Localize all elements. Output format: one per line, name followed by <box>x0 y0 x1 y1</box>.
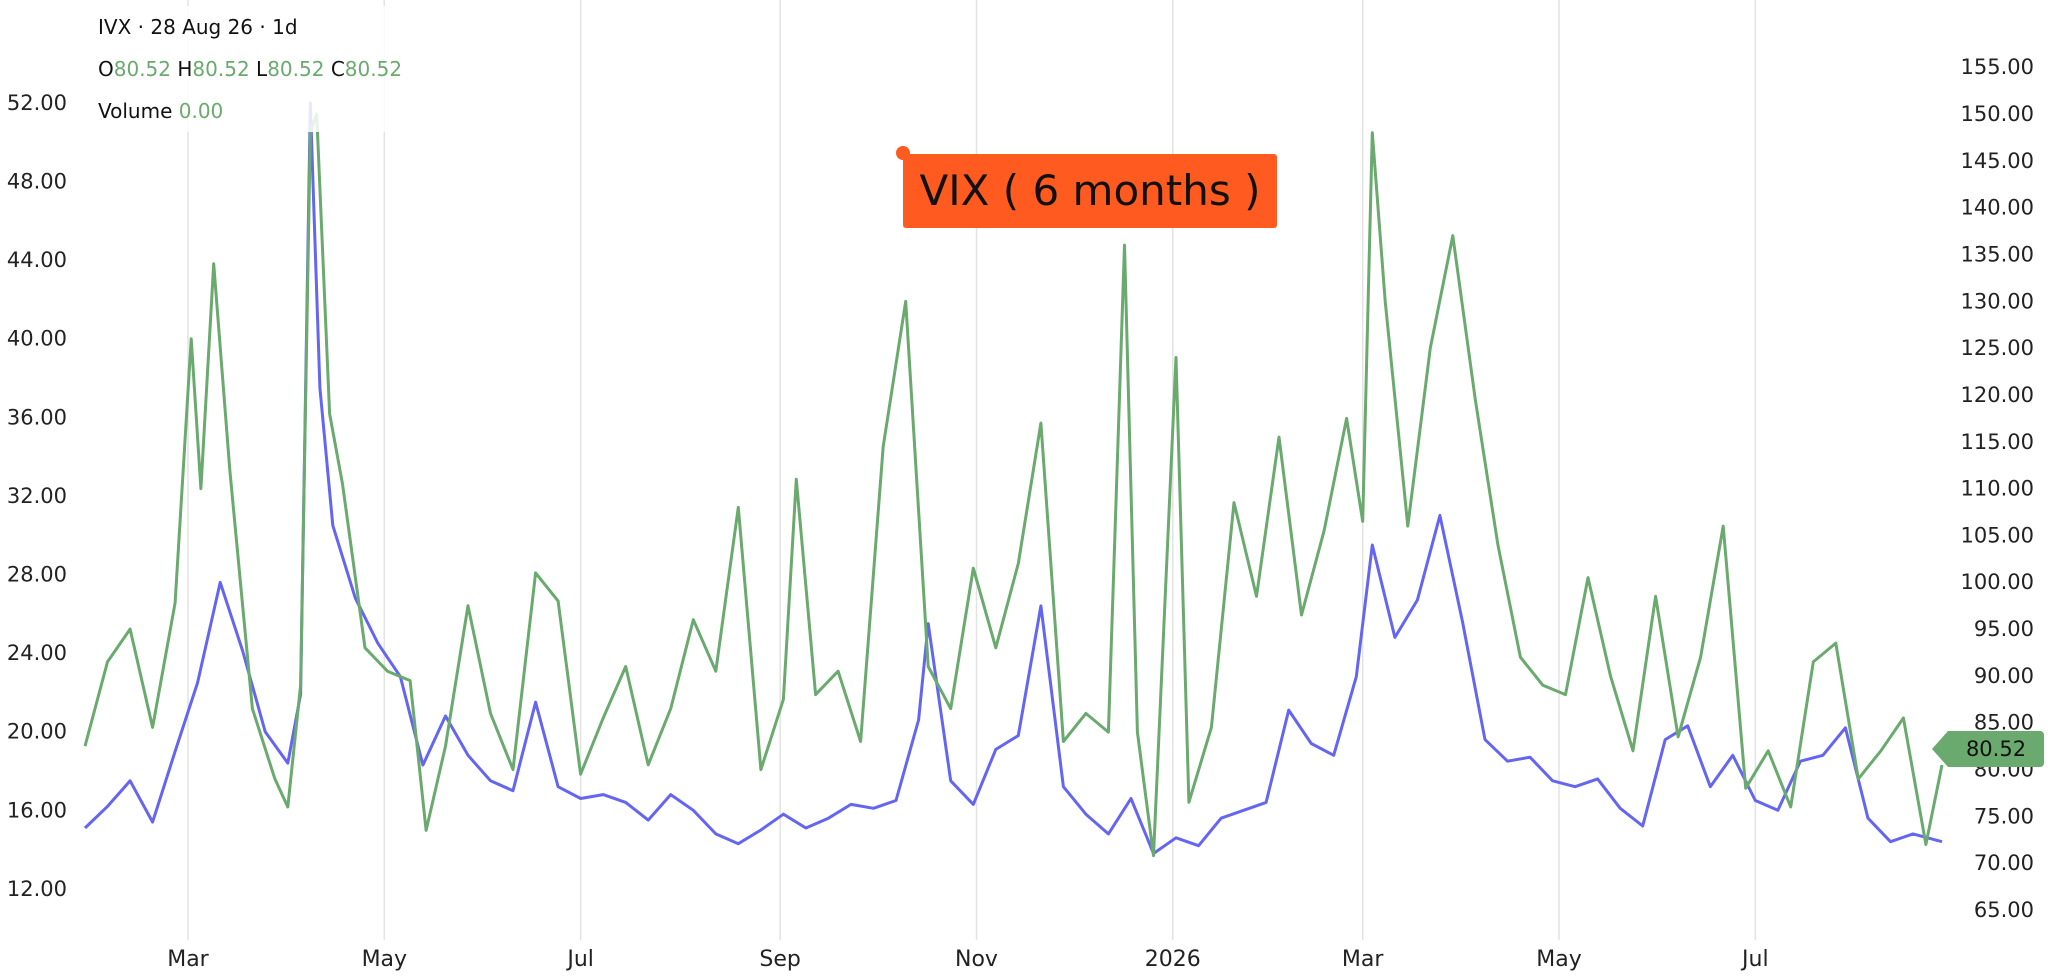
right-tick-label: 115.00 <box>1961 430 2034 454</box>
badge-arrow-icon <box>1932 731 1948 767</box>
left-axis: 12.00 16.00 20.00 24.00 28.00 32.00 36.00 40.00… <box>7 91 67 901</box>
low-value: 80.52 <box>267 57 325 81</box>
right-tick-label: 155.00 <box>1961 55 2034 79</box>
annotation-label[interactable]: VIX ( 6 months ) <box>903 154 1277 228</box>
right-tick-label: 135.00 <box>1961 242 2034 266</box>
high-value: 80.52 <box>192 57 250 81</box>
volume-value: 0.00 <box>178 99 224 123</box>
left-tick-label: 52.00 <box>7 91 67 115</box>
right-tick-label: 85.00 <box>1974 711 2034 735</box>
symbol-line: IVX · 28 Aug 26 · 1d <box>98 15 298 39</box>
right-tick-label: 110.00 <box>1961 477 2034 501</box>
left-tick-label: 44.00 <box>7 248 67 272</box>
ohlc-line: O80.52 H80.52 L80.52 C80.52 <box>98 48 402 90</box>
x-tick-label: Jul <box>1740 947 1769 972</box>
close-label: C <box>330 57 345 81</box>
left-tick-label: 32.00 <box>7 484 67 508</box>
right-tick-label: 130.00 <box>1961 289 2034 313</box>
x-tick-label: Jul <box>565 947 594 972</box>
left-tick-label: 28.00 <box>7 562 67 586</box>
open-value: 80.52 <box>113 57 172 81</box>
low-label: L <box>256 57 268 81</box>
left-tick-label: 12.00 <box>7 877 67 901</box>
right-axis: 65.0070.0075.0080.0085.0090.0095.00100.0… <box>1961 55 2034 922</box>
right-tick-label: 140.00 <box>1961 196 2034 220</box>
left-tick-label: 48.00 <box>7 169 67 193</box>
right-tick-label: 70.00 <box>1974 851 2034 875</box>
left-tick-label: 24.00 <box>7 641 67 665</box>
x-tick-label: Mar <box>167 947 209 972</box>
close-value: 80.52 <box>344 57 403 81</box>
time-axis: Mar May Jul Sep Nov 2026 Mar May Jul <box>167 947 1768 972</box>
x-tick-label: Mar <box>1342 947 1384 972</box>
left-tick-label: 36.00 <box>7 405 67 429</box>
left-tick-label: 20.00 <box>7 720 67 744</box>
left-tick-label: 40.00 <box>7 327 67 351</box>
volume-label: Volume <box>98 99 173 123</box>
x-tick-label: Sep <box>759 947 800 972</box>
x-tick-label: 2026 <box>1145 947 1201 972</box>
right-tick-label: 90.00 <box>1974 664 2034 688</box>
open-label: O <box>98 57 114 81</box>
right-tick-label: 120.00 <box>1961 383 2034 407</box>
right-tick-label: 105.00 <box>1961 523 2034 547</box>
right-tick-label: 75.00 <box>1974 804 2034 828</box>
ohlc-legend: IVX · 28 Aug 26 · 1d O80.52 H80.52 L80.5… <box>98 6 413 132</box>
x-tick-label: May <box>1536 947 1581 972</box>
right-tick-label: 65.00 <box>1974 898 2034 922</box>
right-tick-label: 125.00 <box>1961 336 2034 360</box>
right-tick-label: 145.00 <box>1961 149 2034 173</box>
right-tick-label: 100.00 <box>1961 570 2034 594</box>
series-line-green <box>83 112 1944 858</box>
right-tick-label: 95.00 <box>1974 617 2034 641</box>
high-label: H <box>177 57 193 81</box>
left-tick-label: 16.00 <box>7 798 67 822</box>
volume-line: Volume 0.00 <box>98 90 402 132</box>
last-price-badge: 80.52 <box>1932 731 2044 767</box>
x-tick-label: Nov <box>955 947 998 972</box>
last-price-value: 80.52 <box>1948 731 2044 767</box>
right-tick-label: 150.00 <box>1961 102 2034 126</box>
x-tick-label: May <box>362 947 407 972</box>
